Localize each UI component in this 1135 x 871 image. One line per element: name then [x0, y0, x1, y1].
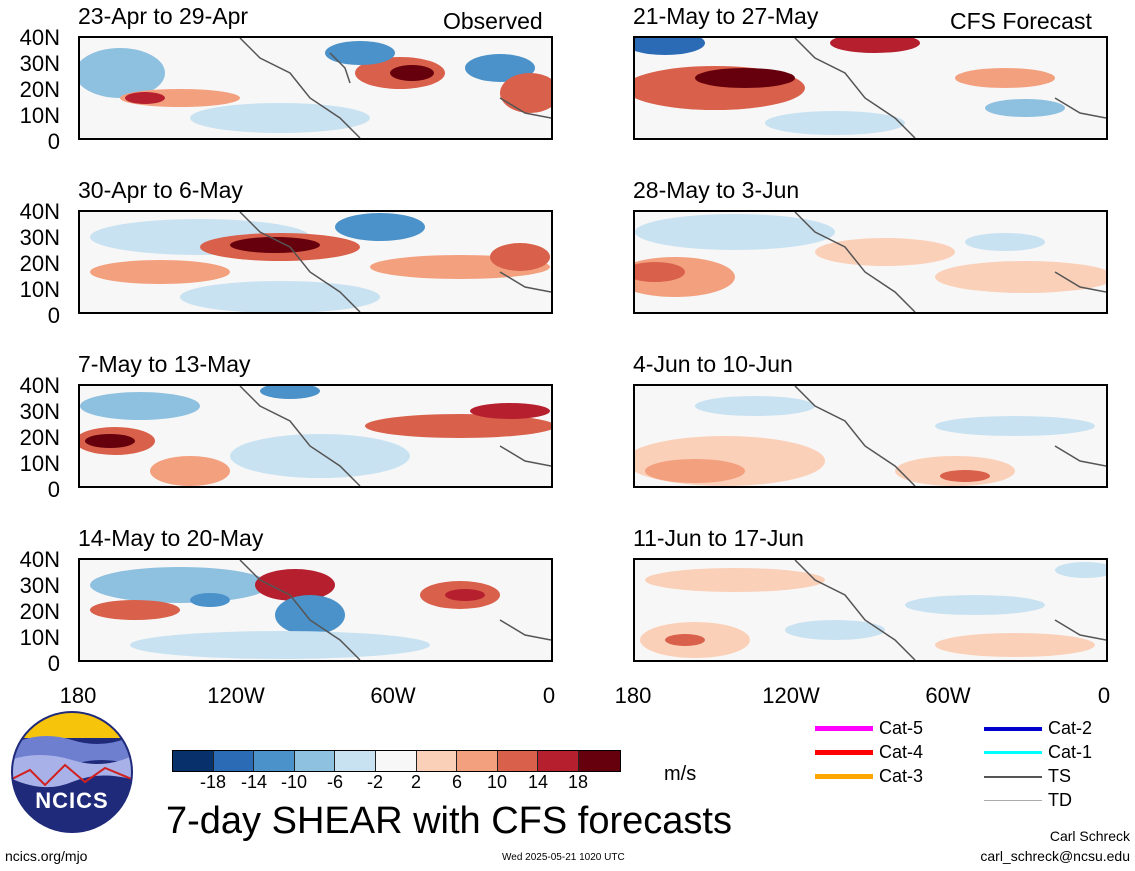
colorbar-swatch: [578, 751, 620, 771]
chart-title: 7-day SHEAR with CFS forecasts: [166, 800, 732, 842]
legend-swatch: [984, 751, 1042, 754]
colorbar-label: -14: [240, 772, 268, 792]
y-tick: 30N: [19, 573, 60, 598]
colorbar-swatch: [213, 751, 255, 771]
y-tick: 20N: [19, 251, 60, 276]
panel-title-fc-4: 11-Jun to 17-Jun: [633, 525, 804, 551]
y-tick: 30N: [19, 51, 60, 76]
colorbar-swatch: [416, 751, 458, 771]
observed-header: Observed: [443, 8, 543, 34]
y-tick: 40N: [19, 373, 60, 398]
y-tick: 20N: [19, 425, 60, 450]
legend-label: Cat-1: [1048, 742, 1093, 762]
colorbar-label: -6: [326, 772, 344, 792]
colorbar-label: -10: [280, 772, 308, 792]
colorbar-swatch: [375, 751, 417, 771]
legend-item-cat2: Cat-2: [984, 718, 1092, 739]
legend-item-cat5: Cat-5: [815, 718, 923, 739]
legend-swatch: [984, 726, 1042, 731]
legend-swatch: [984, 800, 1042, 801]
map-panel-obs-1: [78, 36, 553, 140]
legend-label: Cat-4: [879, 742, 924, 762]
legend-item-ts: TS: [984, 766, 1071, 787]
legend-swatch: [815, 726, 873, 731]
y-tick: 0: [47, 651, 60, 676]
panel-title-fc-3: 4-Jun to 10-Jun: [633, 351, 793, 377]
panel-title-fc-1: 21-May to 27-May: [633, 3, 819, 29]
map-panel-fc-2: [633, 210, 1108, 314]
ncics-logo: NCICS: [10, 710, 134, 834]
y-tick: 10N: [19, 625, 60, 650]
colorbar-label: -18: [199, 772, 227, 792]
legend-label: TD: [1048, 790, 1072, 810]
legend-label: Cat-2: [1048, 718, 1093, 738]
y-tick: 0: [47, 477, 60, 502]
map-panel-fc-1: [633, 36, 1108, 140]
y-tick: 40N: [19, 547, 60, 572]
map-panel-obs-4: [78, 558, 553, 662]
x-tick: 180: [614, 683, 652, 708]
colorbar-swatch: [457, 751, 498, 771]
colorbar-unit: m/s: [664, 763, 697, 785]
y-tick: 10N: [19, 451, 60, 476]
y-tick: 0: [47, 129, 60, 154]
footer-author: Carl Schreck: [1049, 828, 1130, 844]
footer-email[interactable]: carl_schreck@ncsu.edu: [980, 848, 1130, 864]
logo-text: NCICS: [35, 788, 109, 813]
panel-title-obs-4: 14-May to 20-May: [78, 525, 264, 551]
panel-title-fc-2: 28-May to 3-Jun: [633, 177, 800, 203]
colorbar-swatch: [538, 751, 579, 771]
legend-swatch: [815, 774, 873, 779]
legend-label: Cat-3: [879, 766, 924, 786]
colorbar-label: 2: [410, 772, 422, 792]
map-panel-obs-2: [78, 210, 553, 314]
legend-label: Cat-5: [879, 718, 924, 738]
y-tick: 20N: [19, 77, 60, 102]
panel-title-obs-1: 23-Apr to 29-Apr: [78, 3, 249, 29]
legend-item-cat3: Cat-3: [815, 766, 923, 787]
forecast-header: CFS Forecast: [950, 8, 1092, 34]
legend-swatch: [815, 750, 873, 755]
panel-title-obs-3: 7-May to 13-May: [78, 351, 251, 377]
y-tick: 20N: [19, 599, 60, 624]
legend-swatch: [984, 775, 1042, 778]
x-tick: 120W: [207, 683, 265, 708]
colorbar-swatch: [294, 751, 336, 771]
colorbar: [172, 750, 621, 772]
y-tick: 40N: [19, 199, 60, 224]
x-tick: 0: [1097, 683, 1111, 708]
y-tick: 0: [47, 303, 60, 328]
y-tick: 10N: [19, 277, 60, 302]
legend-item-td: TD: [984, 790, 1072, 811]
colorbar-label: 14: [527, 772, 549, 792]
footer-url[interactable]: ncics.org/mjo: [5, 848, 88, 864]
x-tick: 60W: [925, 683, 971, 708]
y-tick: 10N: [19, 103, 60, 128]
colorbar-swatch: [173, 751, 214, 771]
map-panel-obs-3: [78, 384, 553, 488]
legend-item-cat4: Cat-4: [815, 742, 923, 763]
colorbar-label: 18: [567, 772, 589, 792]
legend-item-cat1: Cat-1: [984, 742, 1092, 763]
colorbar-label: 10: [486, 772, 508, 792]
map-panel-fc-4: [633, 558, 1108, 662]
colorbar-swatch: [335, 751, 376, 771]
footer-timestamp: Wed 2025-05-21 1020 UTC: [502, 852, 625, 863]
y-tick: 30N: [19, 225, 60, 250]
colorbar-swatch: [254, 751, 295, 771]
x-tick: 120W: [762, 683, 820, 708]
panel-title-obs-2: 30-Apr to 6-May: [78, 177, 243, 203]
x-tick: 180: [59, 683, 97, 708]
legend-label: TS: [1048, 766, 1072, 786]
colorbar-label: 6: [451, 772, 463, 792]
y-tick: 40N: [19, 25, 60, 50]
map-panel-fc-3: [633, 384, 1108, 488]
colorbar-label: -2: [366, 772, 384, 792]
colorbar-swatch: [497, 751, 539, 771]
y-tick: 30N: [19, 399, 60, 424]
x-tick: 0: [542, 683, 556, 708]
x-tick: 60W: [370, 683, 416, 708]
